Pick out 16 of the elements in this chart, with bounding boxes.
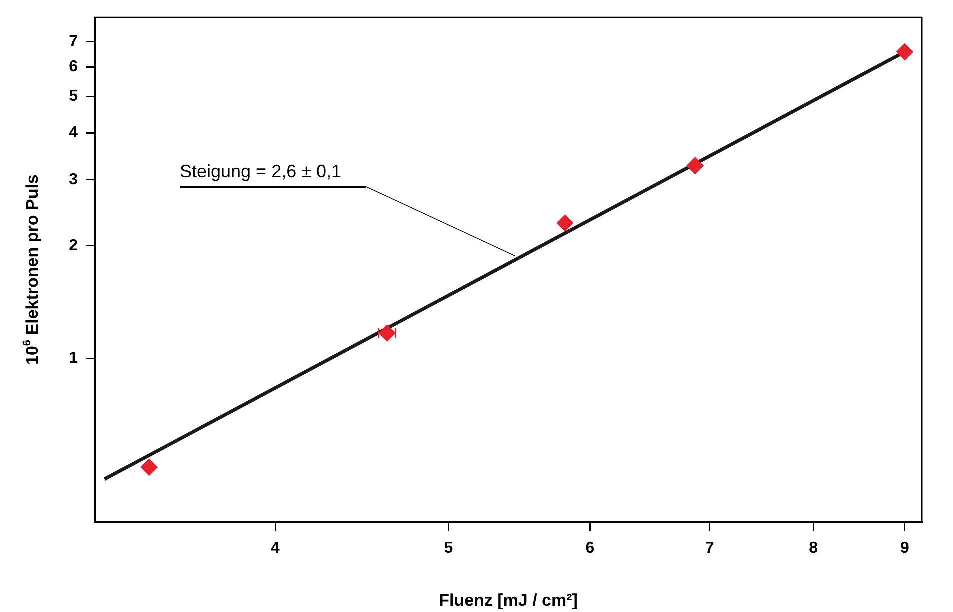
x-tick-label: 8: [809, 540, 818, 558]
y-tick-label: 3: [69, 171, 78, 188]
y-tick-label: 6: [69, 58, 78, 76]
x-tick-label: 7: [705, 540, 714, 558]
x-tick-label: 5: [444, 540, 454, 558]
annotation: Steigung = 2,6 ± 0,1: [180, 162, 342, 182]
y-tick-label: 2: [69, 237, 78, 254]
y-tick-label: 5: [69, 88, 78, 106]
y-tick-label: 4: [69, 124, 78, 142]
x-tick-label: 9: [900, 540, 910, 558]
y-axis-title: 106 Elektronen pro Puls: [21, 174, 42, 365]
y-tick-label: 1: [69, 350, 78, 368]
y-tick-label: 7: [69, 33, 78, 50]
x-axis-title: Fluenz [mJ / cm²]: [439, 591, 578, 610]
x-tick-label: 4: [271, 540, 280, 558]
x-tick-label: 6: [586, 540, 595, 558]
